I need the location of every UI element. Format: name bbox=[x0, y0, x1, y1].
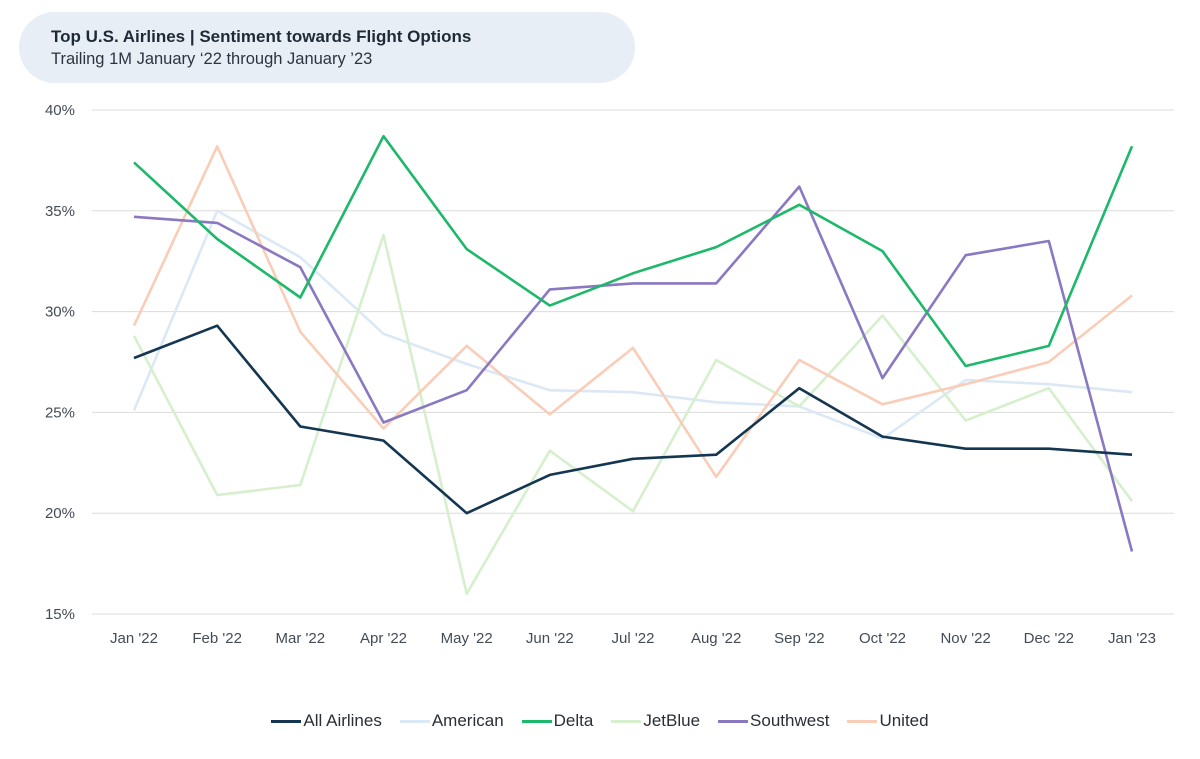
legend-item-delta: Delta bbox=[521, 711, 594, 731]
x-tick-label: Jul '22 bbox=[612, 630, 655, 647]
x-tick-label: Aug '22 bbox=[691, 630, 741, 647]
y-tick-label: 40% bbox=[45, 102, 75, 119]
x-tick-label: Apr '22 bbox=[360, 630, 407, 647]
legend-label: Southwest bbox=[750, 711, 830, 730]
legend: All Airlines American Delta JetBlue Southwes… bbox=[0, 708, 1200, 734]
legend-label: Delta bbox=[553, 711, 594, 730]
legend-label: American bbox=[431, 711, 504, 730]
legend-swatch bbox=[718, 719, 749, 723]
x-tick-label: Nov '22 bbox=[940, 630, 990, 647]
y-tick-label: 15% bbox=[45, 606, 75, 623]
gridlines bbox=[92, 109, 1174, 615]
y-tick-label: 20% bbox=[45, 505, 75, 522]
series-line-jetblue bbox=[132, 233, 1134, 596]
y-tick-label: 25% bbox=[45, 404, 75, 421]
legend-label: JetBlue bbox=[643, 711, 701, 730]
series-line-american bbox=[132, 209, 1133, 440]
series-lines bbox=[132, 134, 1134, 596]
legend-swatch bbox=[521, 719, 552, 723]
series-line-delta bbox=[133, 134, 1134, 368]
x-tick-label: Dec '22 bbox=[1024, 630, 1074, 647]
x-axis-ticks: Jan '22 Feb '22 Mar '22 Apr '22 May '22 Jun '… bbox=[110, 630, 1156, 647]
series-line-southwest bbox=[133, 185, 1134, 552]
y-tick-label: 30% bbox=[45, 304, 75, 321]
legend-swatch bbox=[271, 719, 302, 723]
x-tick-label: Jun '22 bbox=[526, 630, 574, 647]
legend-item-american: American bbox=[399, 711, 504, 731]
legend-item-jetblue: JetBlue bbox=[611, 711, 700, 731]
chart-subtitle: Trailing 1M January ‘22 through January … bbox=[51, 50, 373, 68]
x-tick-label: Mar '22 bbox=[276, 630, 326, 647]
legend-item-all-airlines: All Airlines bbox=[271, 711, 382, 731]
x-tick-label: Jan '22 bbox=[110, 630, 158, 647]
legend-swatch bbox=[399, 719, 430, 723]
series-line-united bbox=[132, 145, 1133, 479]
legend-item-southwest: Southwest bbox=[718, 711, 829, 731]
x-tick-label: Jan '23 bbox=[1108, 630, 1156, 647]
y-axis-ticks: 40% 35% 30% 25% 20% 15% bbox=[45, 102, 75, 623]
legend-item-united: United bbox=[847, 711, 929, 731]
title-panel: Top U.S. Airlines | Sentiment towards Fl… bbox=[19, 12, 635, 83]
legend-label: All Airlines bbox=[303, 711, 382, 730]
x-tick-label: May '22 bbox=[441, 630, 493, 647]
legend-label: United bbox=[879, 711, 929, 730]
legend-swatch bbox=[611, 719, 642, 723]
x-tick-label: Feb '22 bbox=[192, 630, 242, 647]
y-tick-label: 35% bbox=[45, 203, 75, 220]
series-line-all-airlines bbox=[133, 324, 1133, 515]
x-tick-label: Oct '22 bbox=[859, 630, 906, 647]
x-tick-label: Sep '22 bbox=[774, 630, 824, 647]
legend-swatch bbox=[847, 719, 878, 723]
chart-title: Top U.S. Airlines | Sentiment towards Fl… bbox=[51, 27, 472, 46]
line-chart: 40% 35% 30% 25% 20% 15% Jan '22 Feb '22 Mar '22… bbox=[45, 102, 1174, 647]
